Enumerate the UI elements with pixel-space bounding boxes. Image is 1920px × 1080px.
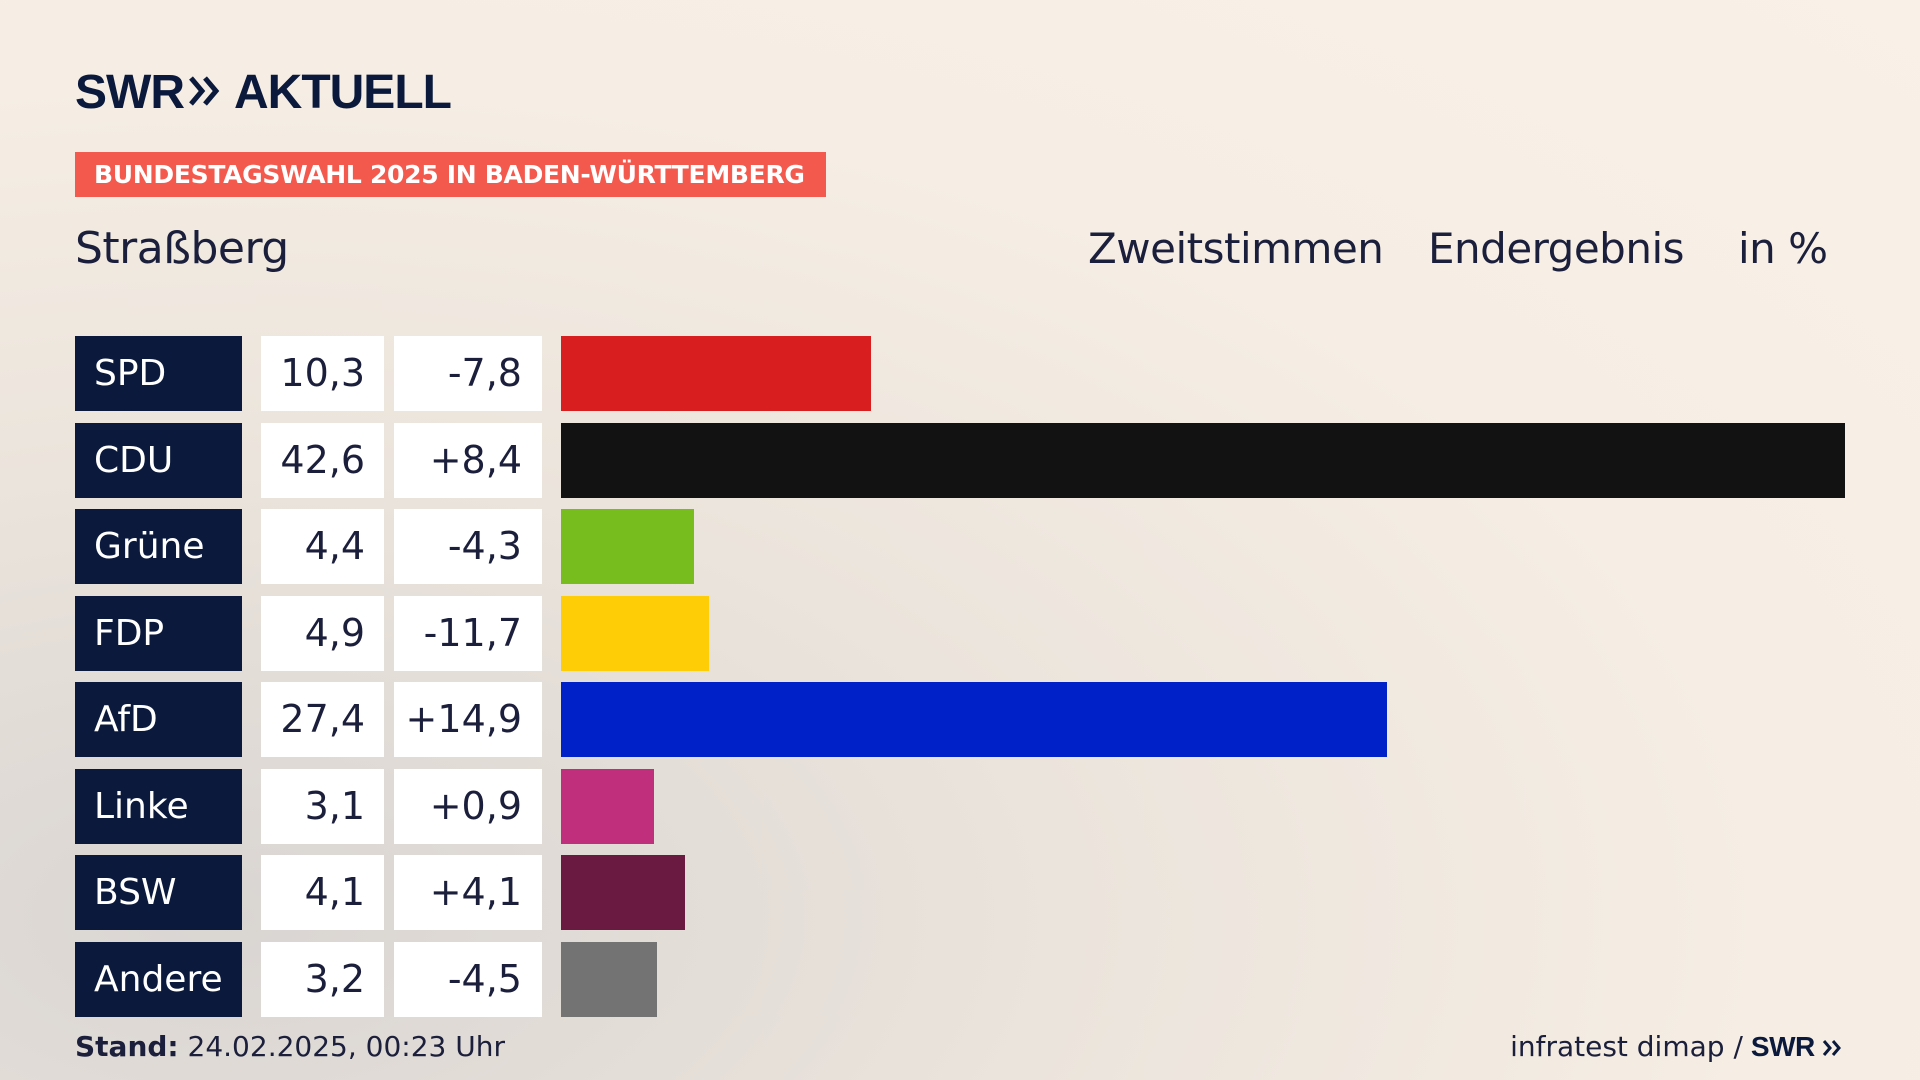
vote-share-bar [561, 422, 1845, 498]
place-name: Straßberg [75, 223, 289, 274]
result-row: CDU 42,6 +8,4 [0, 422, 1920, 498]
vote-change-value: -4,3 [394, 509, 542, 584]
party-label: SPD [75, 336, 242, 411]
double-chevron-icon [188, 65, 222, 120]
party-label: FDP [75, 595, 242, 671]
result-row: Andere 3,2 -4,5 [0, 941, 1920, 1017]
vote-change-value: +0,9 [394, 768, 542, 844]
source-logo-text: SWR [1750, 1031, 1815, 1062]
vote-share-value: 4,9 [261, 595, 384, 671]
result-row: BSW 4,1 +4,1 [0, 855, 1920, 930]
vote-share-bar [561, 941, 657, 1017]
vote-change-value: -7,8 [394, 336, 542, 411]
vote-change-value: +14,9 [394, 682, 542, 757]
party-label: CDU [75, 422, 242, 498]
vote-share-bar [561, 509, 694, 584]
vote-share-value: 42,6 [261, 422, 384, 498]
party-label: Grüne [75, 509, 242, 584]
vote-share-bar [561, 855, 685, 930]
vote-share-value: 4,4 [261, 509, 384, 584]
vote-change-value: -4,5 [394, 941, 542, 1017]
stand-label: Stand: [75, 1030, 179, 1063]
party-label: BSW [75, 855, 242, 930]
vote-share-bar [561, 768, 654, 844]
vote-share-bar [561, 336, 871, 411]
vote-change-value: +4,1 [394, 855, 542, 930]
swr-small-logo: SWR [1751, 1030, 1844, 1064]
result-row: Linke 3,1 +0,9 [0, 768, 1920, 844]
source-credit: infratest dimap / SWR [1510, 1030, 1844, 1064]
result-row: SPD 10,3 -7,8 [0, 336, 1920, 411]
unit-header: in % [1738, 224, 1828, 273]
vote-share-value: 3,2 [261, 941, 384, 1017]
vote-type-header: Zweitstimmen [1088, 224, 1384, 273]
stand-value: 24.02.2025, 00:23 Uhr [187, 1030, 505, 1063]
status-header: Endergebnis [1428, 224, 1685, 273]
timestamp: Stand: 24.02.2025, 00:23 Uhr [75, 1030, 505, 1064]
logo-text: SWR [75, 65, 185, 119]
small-chevron-icon [1822, 1040, 1841, 1056]
party-label: Linke [75, 768, 242, 844]
party-label: AfD [75, 682, 242, 757]
vote-share-value: 3,1 [261, 768, 384, 844]
swr-aktuell-logo: SWR AKTUELL [75, 66, 452, 119]
vote-share-value: 4,1 [261, 855, 384, 930]
result-row: Grüne 4,4 -4,3 [0, 509, 1920, 584]
election-banner: BUNDESTAGSWAHL 2025 IN BADEN-WÜRTTEMBERG [75, 152, 826, 197]
result-row: FDP 4,9 -11,7 [0, 595, 1920, 671]
vote-change-value: +8,4 [394, 422, 542, 498]
source-text: infratest dimap / [1510, 1030, 1743, 1063]
vote-share-value: 27,4 [261, 682, 384, 757]
logo-suffix: AKTUELL [233, 65, 452, 119]
vote-share-bar [561, 595, 709, 671]
party-label: Andere [75, 941, 242, 1017]
vote-change-value: -11,7 [394, 595, 542, 671]
result-row: AfD 27,4 +14,9 [0, 682, 1920, 757]
vote-share-bar [561, 682, 1387, 757]
vote-share-value: 10,3 [261, 336, 384, 411]
